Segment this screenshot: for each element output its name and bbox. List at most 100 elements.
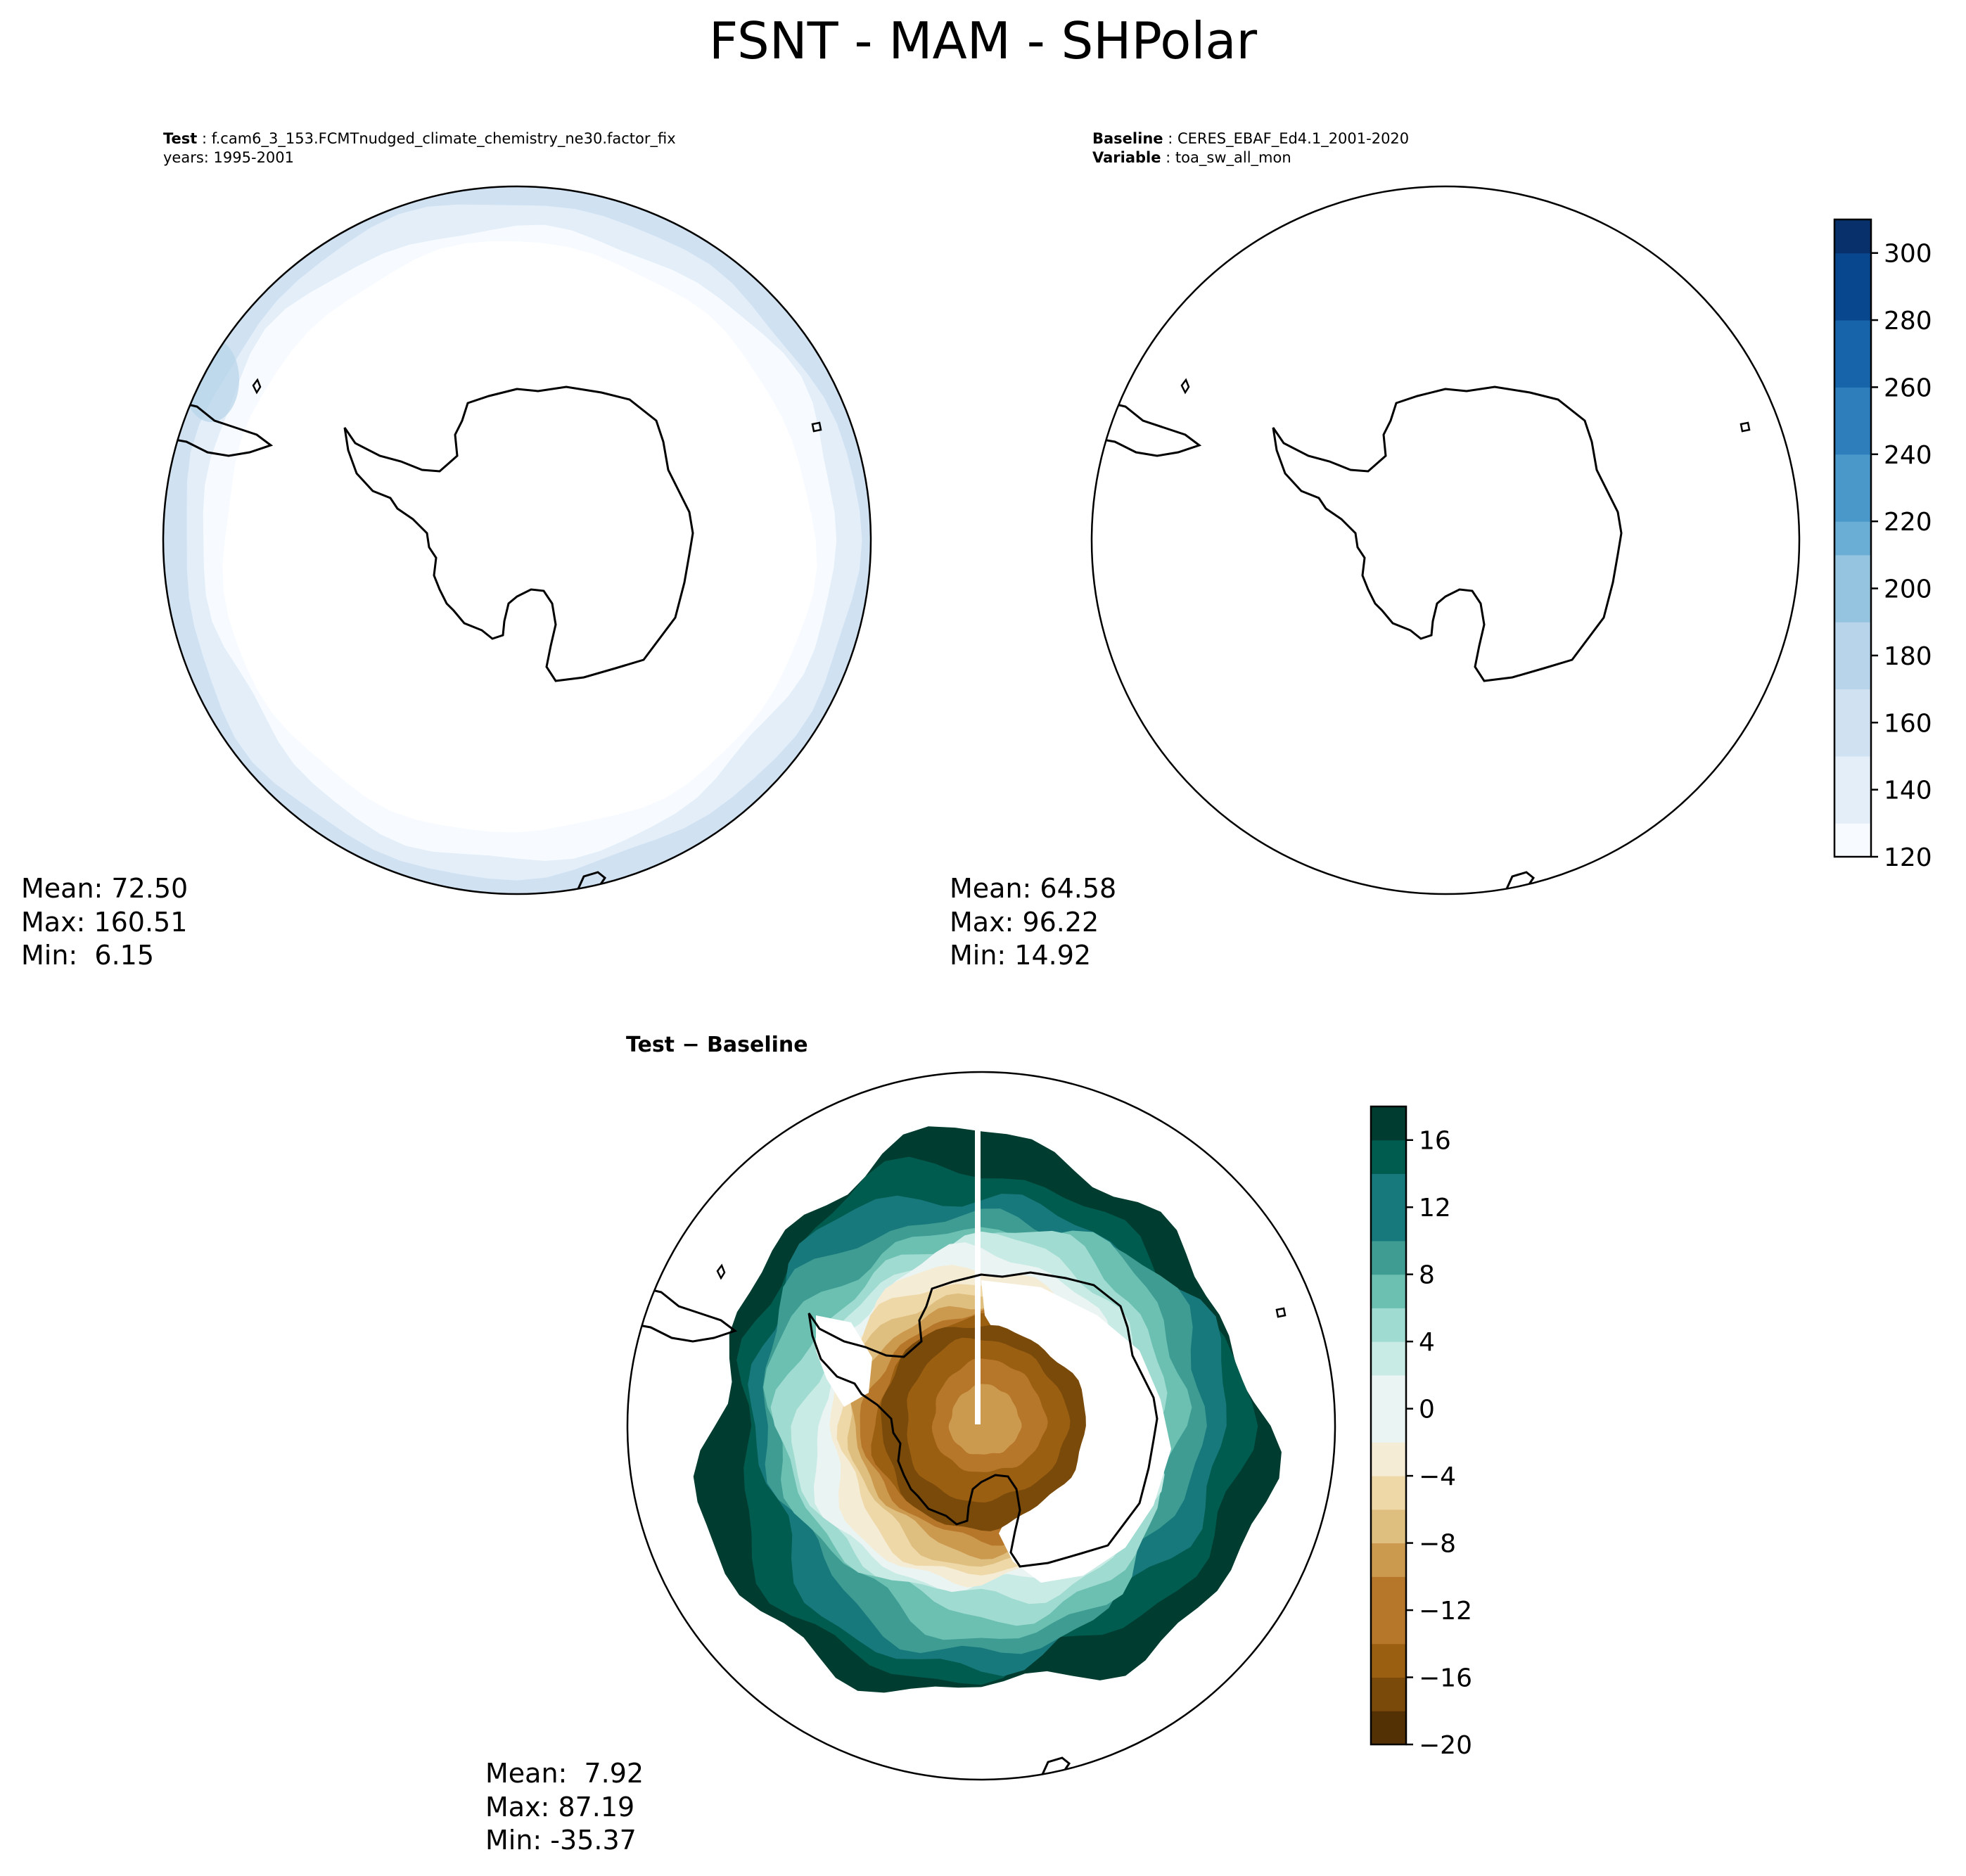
test-years: years: 1995-2001 xyxy=(163,149,295,167)
colorbar-brbg-frame xyxy=(1370,1105,1408,1746)
baseline-max: Max: 96.22 xyxy=(950,906,1099,938)
colorbar-blues-band-0 xyxy=(1834,823,1871,857)
colorbar-brbg-band-8 xyxy=(1371,1442,1406,1476)
test-stats: Mean: 72.50 Max: 160.51 Min: 6.15 xyxy=(21,872,188,973)
test-falklands xyxy=(252,378,262,395)
colorbar-brbg-tick-label: 0 xyxy=(1419,1396,1435,1424)
test-south-america-coast xyxy=(166,398,274,457)
colorbar-blues-tick-label: 280 xyxy=(1884,307,1932,336)
colorbar-blues-band-8 xyxy=(1834,554,1871,589)
colorbar-brbg-band-3 xyxy=(1371,1610,1406,1645)
diff-max: Max: 87.19 xyxy=(485,1791,635,1823)
baseline-south-america-coast xyxy=(1094,398,1202,457)
diff-min: Min: -35.37 xyxy=(485,1825,637,1856)
colorbar-blues-band-6 xyxy=(1834,622,1871,656)
colorbar-brbg-band-17 xyxy=(1371,1140,1406,1174)
colorbar-brbg-tick-label: 8 xyxy=(1419,1261,1435,1290)
colorbar-brbg-tick-label: −4 xyxy=(1419,1462,1456,1491)
baseline-falklands xyxy=(1180,378,1190,395)
test-label: Test xyxy=(163,130,198,147)
baseline-mean: Mean: 64.58 xyxy=(950,873,1117,904)
diff-title: Test − Baseline xyxy=(626,1033,808,1057)
colorbar-blues-band-10 xyxy=(1834,487,1871,522)
figure-title: FSNT - MAM - SHPolar xyxy=(708,11,1258,70)
diff-seam xyxy=(975,1094,981,1424)
colorbar-brbg-tick-label: 12 xyxy=(1419,1194,1451,1223)
colorbar-brbg-band-16 xyxy=(1371,1173,1406,1208)
test-map xyxy=(163,186,871,894)
test-min: Min: 6.15 xyxy=(21,940,154,971)
colorbar-brbg-band-14 xyxy=(1371,1240,1406,1275)
colorbar-brbg-band-13 xyxy=(1371,1274,1406,1308)
colorbar-brbg-tick-label: −8 xyxy=(1419,1530,1456,1559)
colorbar-brbg-band-6 xyxy=(1371,1509,1406,1544)
test-map-boundary xyxy=(162,185,872,895)
baseline-map-boundary xyxy=(1090,185,1801,895)
colorbar-brbg-band-9 xyxy=(1371,1408,1406,1443)
test-case-name: f.cam6_3_153.FCMTnudged_climate_chemistr… xyxy=(211,130,676,147)
colorbar-brbg-band-12 xyxy=(1371,1308,1406,1342)
colorbar-brbg-band-10 xyxy=(1371,1374,1406,1410)
test-mean: Mean: 72.50 xyxy=(21,873,189,904)
colorbar-blues-tick-label: 240 xyxy=(1884,441,1932,470)
colorbar-blues-band-16 xyxy=(1834,286,1871,321)
baseline-kerguelen xyxy=(1740,421,1751,433)
colorbar-blues-band-4 xyxy=(1834,689,1871,723)
colorbar-blues-band-5 xyxy=(1834,655,1871,690)
variable-label: Variable xyxy=(1092,149,1161,167)
baseline-variable: toa_sw_all_mon xyxy=(1175,149,1291,167)
diff-missing-west xyxy=(816,1315,872,1407)
test-field-core xyxy=(222,241,817,833)
baseline-min: Min: 14.92 xyxy=(950,940,1092,971)
colorbar-blues-band-12 xyxy=(1834,421,1871,455)
test-new-zealand xyxy=(575,871,607,893)
colorbar-blues-band-18 xyxy=(1834,219,1871,254)
baseline-field xyxy=(1092,186,1799,894)
colorbar-blues-tick-label: 200 xyxy=(1884,575,1932,604)
colorbar-blues-tick-label: 220 xyxy=(1884,508,1932,537)
diff-falklands xyxy=(716,1263,726,1280)
baseline-map xyxy=(1092,186,1799,894)
colorbar-blues-tick-label: 260 xyxy=(1884,374,1932,402)
colorbar-brbg-band-7 xyxy=(1371,1476,1406,1510)
colorbar-brbg-band-5 xyxy=(1371,1543,1406,1577)
baseline-new-zealand xyxy=(1504,871,1536,893)
diff-mean: Mean: 7.92 xyxy=(485,1758,644,1789)
colorbar-blues-tick-label: 140 xyxy=(1884,777,1932,805)
diff-stats: Mean: 7.92 Max: 87.19 Min: -35.37 xyxy=(485,1757,644,1858)
colorbar-blues-band-13 xyxy=(1834,387,1871,421)
test-header: Test : f.cam6_3_153.FCMTnudged_climate_c… xyxy=(163,130,676,167)
colorbar-brbg-band-18 xyxy=(1371,1106,1406,1141)
colorbar-blues-frame xyxy=(1833,218,1872,858)
colorbar-brbg-tick-label: −12 xyxy=(1419,1597,1472,1626)
colorbar-blues-band-11 xyxy=(1834,454,1871,488)
colorbar-brbg-band-11 xyxy=(1371,1341,1406,1376)
colorbar-blues-band-3 xyxy=(1834,722,1871,757)
colorbar-blues-band-9 xyxy=(1834,521,1871,556)
diff-map xyxy=(627,1072,1335,1780)
colorbar-brbg-tick-label: −20 xyxy=(1419,1731,1472,1760)
baseline-name: CERES_EBAF_Ed4.1_2001-2020 xyxy=(1177,130,1410,147)
test-max: Max: 160.51 xyxy=(21,906,188,938)
colorbar-brbg-band-2 xyxy=(1371,1643,1406,1678)
diff-new-zealand xyxy=(1040,1756,1071,1778)
colorbar-blues-band-7 xyxy=(1834,588,1871,623)
diff-map-boundary xyxy=(626,1071,1336,1781)
colorbar-brbg-band-4 xyxy=(1371,1576,1406,1611)
colorbar-blues-tick-label: 120 xyxy=(1884,843,1932,872)
colorbar-blues-band-2 xyxy=(1834,755,1871,791)
colorbar-blues-band-15 xyxy=(1834,320,1871,355)
colorbar-blues-tick-label: 300 xyxy=(1884,240,1932,269)
colorbar-brbg-tick-label: 16 xyxy=(1419,1127,1451,1156)
diff-interior-4 xyxy=(948,1384,1022,1455)
diff-kerguelen xyxy=(1275,1307,1287,1318)
colorbar-blues-band-14 xyxy=(1834,353,1871,388)
colorbar-blues-band-17 xyxy=(1834,253,1871,287)
diff-south-america-coast xyxy=(630,1284,738,1343)
colorbar-brbg-tick-label: −16 xyxy=(1419,1664,1472,1693)
colorbar-blues-band-1 xyxy=(1834,789,1871,824)
test-kerguelen xyxy=(811,421,822,433)
colorbar-brbg-tick-label: 4 xyxy=(1419,1328,1435,1357)
colorbar-brbg-band-15 xyxy=(1371,1207,1406,1242)
